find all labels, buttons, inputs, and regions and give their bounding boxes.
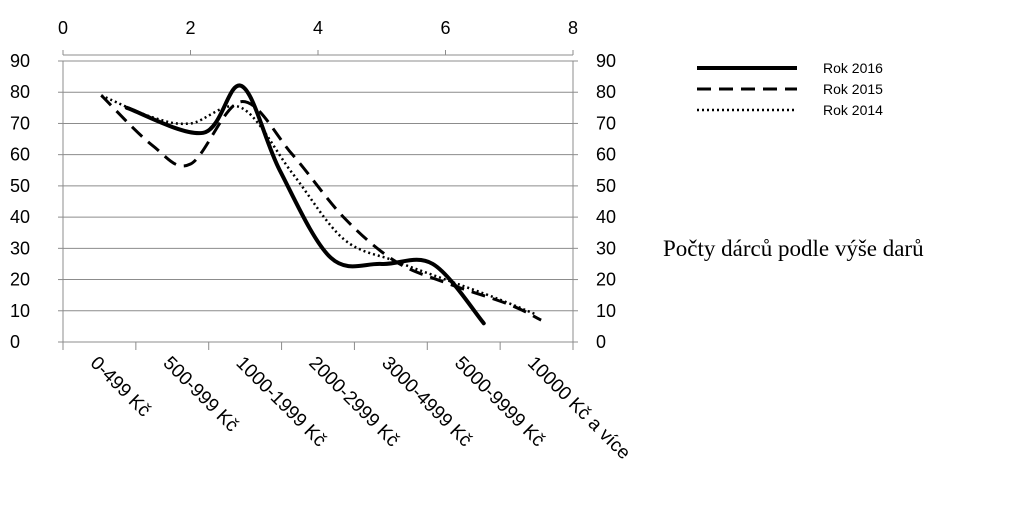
y-tick-label-left: 50 [10,176,30,196]
top-tick-label: 6 [440,18,450,38]
tick-labels: 0 0 10 10 20 20 30 30 40 40 50 50 60 60 70 70 80 80 90 90 0 2… [10,18,616,352]
y-tick-label-right: 10 [596,301,616,321]
y-tick-label-left: 10 [10,301,30,321]
category-label: 0-499 Kč [86,353,155,422]
series-lines [100,83,542,326]
y-tick-label-left: 30 [10,238,30,258]
top-tick-label: 4 [313,18,323,38]
y-tick-label-right: 80 [596,82,616,102]
top-tick-label: 2 [185,18,195,38]
y-tick-label-left: 20 [10,270,30,290]
top-tick-label: 8 [568,18,578,38]
legend-label-1: Rok 2016 [823,60,883,76]
y-tick-label-left: 90 [10,51,30,71]
legend: Rok 2016 Rok 2015 Rok 2014 [697,60,883,118]
category-label: 10000 Kč a více [523,353,634,464]
y-tick-label-left: 0 [10,332,20,352]
y-tick-label-left: 60 [10,145,30,165]
y-tick-label-right: 20 [596,270,616,290]
chart-title: Počty dárců podle výše darů [663,236,924,261]
y-tick-label-right: 40 [596,207,616,227]
y-tick-label-right: 30 [596,238,616,258]
y-tick-label-right: 50 [596,176,616,196]
y-tick-label-left: 70 [10,113,30,133]
y-tick-label-right: 90 [596,51,616,71]
category-label: 500-999 Kč [159,353,243,437]
series-line-3 [100,94,536,316]
top-tick-label: 0 [58,18,68,38]
y-tick-label-right: 60 [596,145,616,165]
axes [58,50,578,350]
y-tick-label-left: 40 [10,207,30,227]
legend-label-2: Rok 2015 [823,81,883,97]
y-tick-label-right: 70 [596,113,616,133]
series-line-1 [124,83,486,326]
series-line-2 [100,94,542,322]
legend-label-3: Rok 2014 [823,102,883,118]
y-tick-label-left: 80 [10,82,30,102]
y-tick-label-right: 0 [596,332,606,352]
